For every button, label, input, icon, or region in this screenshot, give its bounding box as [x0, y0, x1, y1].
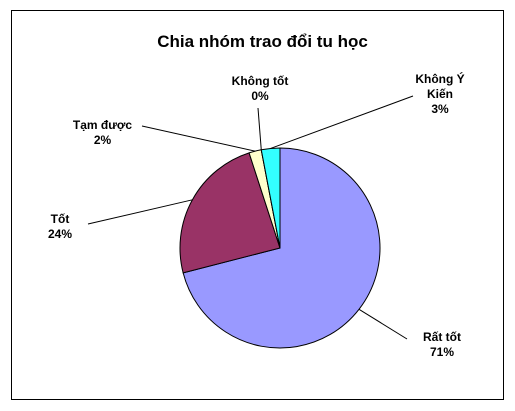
data-label: Tạm được 2%: [55, 118, 150, 148]
data-label: Rất tốt 71%: [412, 330, 472, 360]
value-label: 71%: [429, 345, 455, 359]
leader-line: [141, 125, 256, 152]
data-label: Không tốt 0%: [215, 74, 305, 104]
category-label: Tốt: [50, 212, 70, 226]
leader-line: [87, 199, 193, 225]
leader-line: [358, 308, 408, 340]
leader-line: [257, 107, 262, 150]
value-label: 2%: [93, 133, 112, 147]
category-label: Rất tốt: [423, 330, 461, 344]
value-label: 3%: [431, 102, 449, 116]
category-label: Không tốt: [231, 74, 289, 88]
leader-line: [270, 95, 414, 149]
category-label: Tạm được: [72, 118, 133, 132]
category-label: Không Ý Kiến: [415, 72, 465, 101]
pie-slice: [179, 152, 281, 274]
data-label: Tốt 24%: [30, 212, 90, 242]
value-label: 24%: [47, 227, 73, 241]
data-label: Không Ý Kiến 3%: [405, 72, 475, 117]
chart-title: Chia nhóm trao đổi tu học: [157, 32, 368, 51]
value-label: 0%: [251, 89, 269, 103]
